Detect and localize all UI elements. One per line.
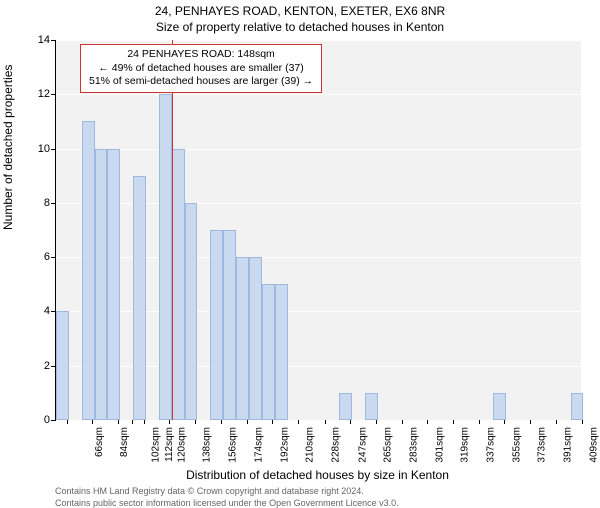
xtick-label: 355sqm: [511, 427, 522, 463]
xtick-label: 265sqm: [383, 427, 394, 463]
xtick-label: 138sqm: [202, 427, 213, 463]
histogram-bar: [159, 94, 172, 420]
histogram-bar: [275, 284, 288, 420]
ytick-label: 2: [10, 360, 50, 372]
chart-title-sub: Size of property relative to detached ho…: [0, 20, 600, 34]
plot-area: [55, 40, 581, 421]
xtick-mark: [67, 420, 68, 424]
ytick-mark: [51, 149, 55, 150]
xtick-mark: [556, 420, 557, 424]
ytick-label: 4: [10, 305, 50, 317]
histogram-bar: [95, 149, 108, 420]
histogram-bar: [82, 121, 95, 420]
ytick-label: 14: [10, 34, 50, 46]
histogram-bar: [223, 230, 236, 420]
histogram-bar: [56, 311, 69, 420]
ytick-mark: [51, 257, 55, 258]
xtick-mark: [325, 420, 326, 424]
chart-title-main: 24, PENHAYES ROAD, KENTON, EXETER, EX6 8…: [0, 4, 600, 18]
xtick-mark: [504, 420, 505, 424]
xtick-mark: [376, 420, 377, 424]
xtick-mark: [118, 420, 119, 424]
xtick-label: 120sqm: [176, 427, 187, 463]
annotation-line-3: 51% of semi-detached houses are larger (…: [89, 75, 313, 89]
xtick-mark: [453, 420, 454, 424]
xtick-label: 66sqm: [94, 427, 105, 457]
xtick-mark: [350, 420, 351, 424]
xtick-label: 228sqm: [331, 427, 342, 463]
xtick-label: 102sqm: [151, 427, 162, 463]
histogram-bar: [107, 149, 120, 420]
gridline: [56, 420, 581, 421]
annotation-line-1: 24 PENHAYES ROAD: 148sqm: [89, 48, 313, 62]
xtick-label: 192sqm: [279, 427, 290, 463]
xtick-mark: [479, 420, 480, 424]
xtick-label: 174sqm: [253, 427, 264, 463]
xtick-mark: [169, 420, 170, 424]
ytick-label: 8: [10, 197, 50, 209]
ytick-mark: [51, 366, 55, 367]
ytick-mark: [51, 311, 55, 312]
property-marker-line: [172, 40, 173, 420]
xtick-label: 373sqm: [537, 427, 548, 463]
xtick-mark: [582, 420, 583, 424]
xtick-mark: [272, 420, 273, 424]
ytick-label: 12: [10, 88, 50, 100]
ytick-label: 6: [10, 251, 50, 263]
histogram-bar: [172, 149, 185, 420]
ytick-mark: [51, 94, 55, 95]
ytick-mark: [51, 40, 55, 41]
histogram-bar: [249, 257, 262, 420]
xtick-label: 319sqm: [460, 427, 471, 463]
annotation-line-2: ← 49% of detached houses are smaller (37…: [89, 62, 313, 76]
histogram-bar: [133, 176, 146, 420]
xtick-mark: [132, 420, 133, 424]
histogram-bar: [339, 393, 352, 420]
gridline: [56, 94, 581, 95]
histogram-bar: [365, 393, 378, 420]
xtick-mark: [195, 420, 196, 424]
histogram-bar: [262, 284, 275, 420]
xtick-mark: [144, 420, 145, 424]
gridline: [56, 40, 581, 41]
histogram-bar: [236, 257, 249, 420]
annotation-box: 24 PENHAYES ROAD: 148sqm← 49% of detache…: [80, 44, 322, 93]
ytick-mark: [51, 420, 55, 421]
xtick-label: 409sqm: [588, 427, 599, 463]
xtick-label: 391sqm: [563, 427, 574, 463]
xtick-label: 301sqm: [434, 427, 445, 463]
histogram-bar: [493, 393, 506, 420]
xtick-label: 112sqm: [164, 427, 175, 462]
gridline: [56, 149, 581, 150]
ytick-label: 0: [10, 414, 50, 426]
histogram-bar: [571, 393, 584, 420]
xtick-label: 283sqm: [408, 427, 419, 463]
histogram-bar: [210, 230, 223, 420]
xtick-label: 247sqm: [357, 427, 368, 463]
xtick-label: 210sqm: [305, 427, 316, 463]
xtick-mark: [247, 420, 248, 424]
footer-line-1: Contains HM Land Registry data © Crown c…: [55, 486, 364, 496]
xtick-mark: [402, 420, 403, 424]
ytick-mark: [51, 203, 55, 204]
xtick-mark: [92, 420, 93, 424]
x-axis-label: Distribution of detached houses by size …: [55, 468, 580, 482]
xtick-mark: [530, 420, 531, 424]
ytick-label: 10: [10, 143, 50, 155]
xtick-label: 337sqm: [486, 427, 497, 463]
xtick-mark: [427, 420, 428, 424]
xtick-label: 84sqm: [119, 427, 130, 457]
xtick-label: 156sqm: [228, 427, 239, 463]
xtick-mark: [221, 420, 222, 424]
xtick-mark: [298, 420, 299, 424]
histogram-bar: [185, 203, 198, 420]
